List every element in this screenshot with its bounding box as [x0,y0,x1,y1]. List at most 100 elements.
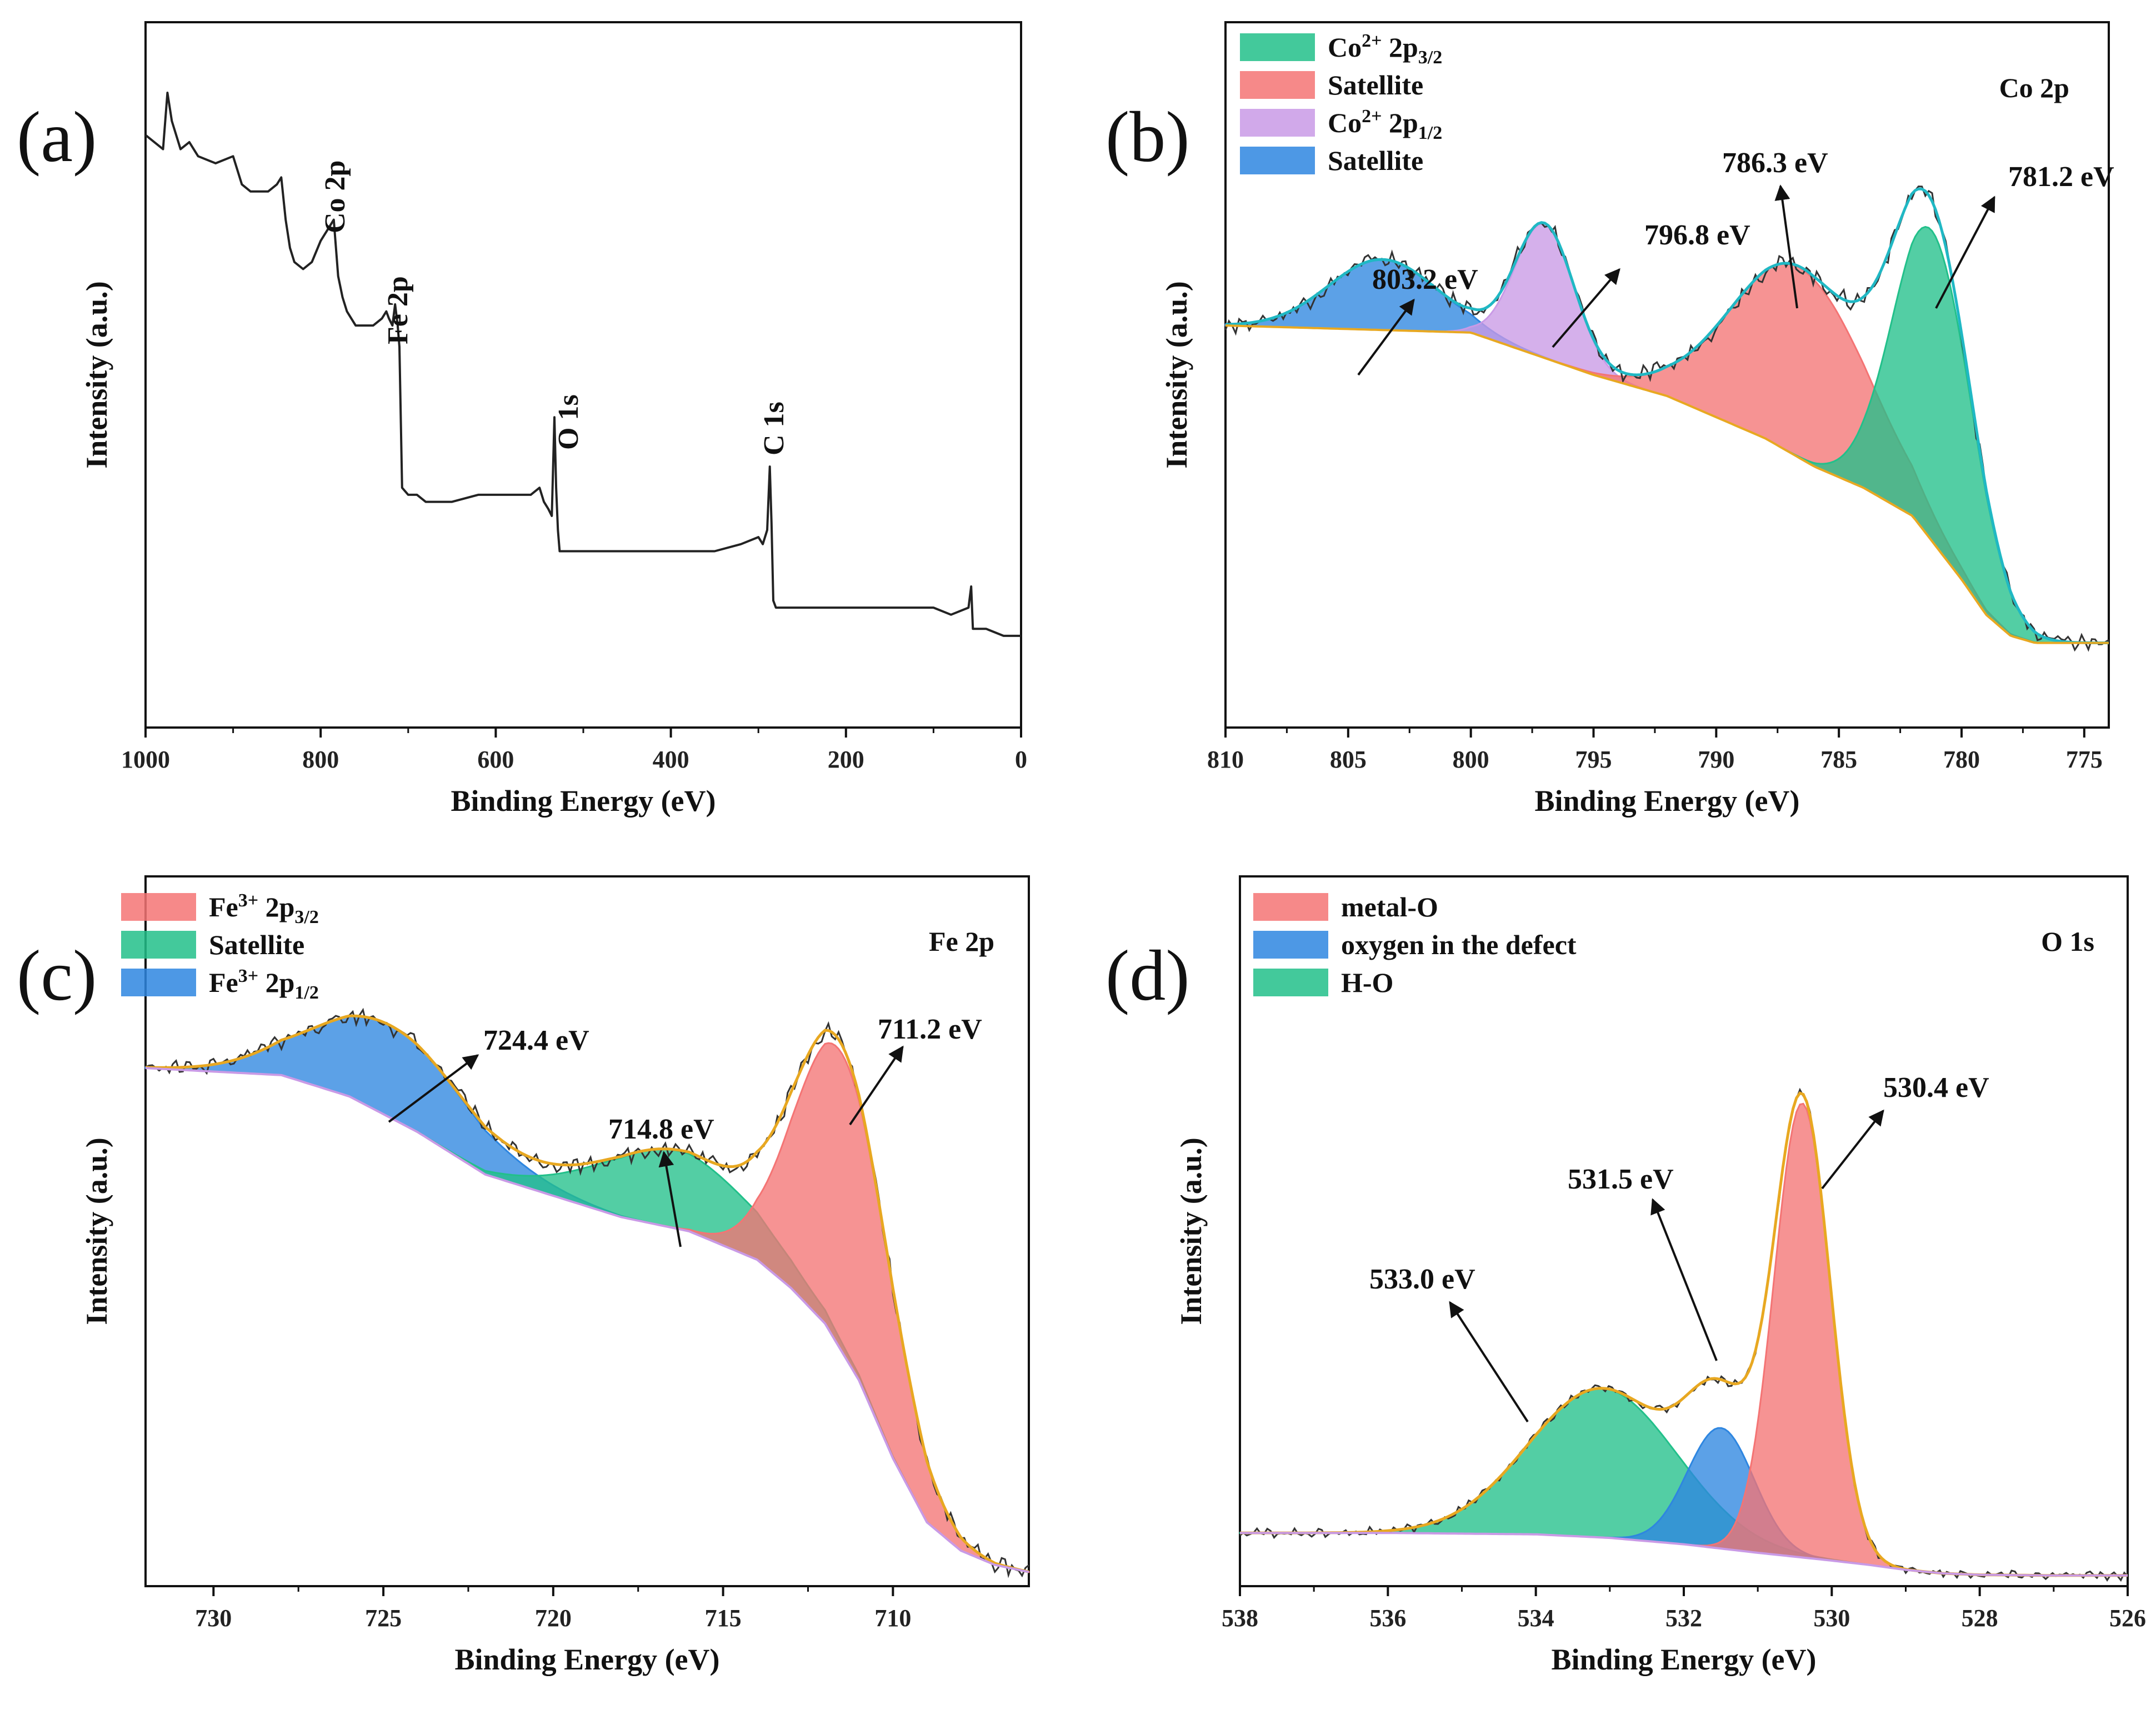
legend-label-sub: 1/2 [1418,123,1442,143]
legend-label-sup: 2+ [1362,31,1382,51]
legend-label-base: metal-O [1341,891,1438,922]
annotation-arrow [658,1151,682,1247]
legend-label-sub: 3/2 [294,907,318,927]
x-tick-label: 600 [477,746,514,773]
x-tick-label: 780 [1943,746,1980,773]
peak-annotation: 796.8 eV [1644,219,1750,251]
peak-annotation: 803.2 eV [1372,264,1478,295]
x-tick-label: 730 [195,1604,232,1632]
legend-swatch [121,931,196,959]
panel-label: (a) [17,97,97,177]
x-tick-label: 785 [1820,746,1857,773]
annotation-arrow [1935,195,1995,309]
x-tick-label: 528 [1962,1604,1998,1632]
peak-label-co-2p: Co 2p [319,161,351,233]
legend-swatch [1240,109,1315,137]
peak-annotation: 724.4 eV [483,1025,589,1056]
legend-label-base: H-O [1341,967,1393,998]
y-axis-label: Intensity (a.u.) [1160,281,1193,469]
legend-label-sup: 3+ [238,966,258,986]
survey-spectrum-line [144,92,1021,637]
legend-label-base: Co [1328,32,1362,63]
annotation-arrow [1449,1301,1529,1423]
x-axis-label: Binding Energy (eV) [1551,1643,1816,1676]
peak-annotation: 781.2 eV [2008,161,2114,193]
background-line [145,1067,1029,1573]
x-tick-label: 775 [2066,746,2103,773]
legend-label-main: 2p [258,891,294,922]
peak-annotation: 714.8 eV [608,1114,714,1145]
legend-swatch [121,893,196,921]
fit-envelope-line [1225,187,2109,645]
x-tick-label: 715 [705,1604,742,1632]
panel-d: (d) 538 536 534 532 530 528 526 Binding Energy (… [1105,875,2146,1676]
legend-swatch [121,969,196,996]
x-axis-label: Binding Energy (eV) [451,784,716,818]
x-tick-label: 1000 [121,746,170,773]
legend-label: Fe3+ 2p3/2 [209,890,319,927]
plot-frame [1224,21,2110,729]
panel-label: (b) [1105,97,1190,177]
peak-annotation: 531.5 eV [1568,1164,1674,1195]
legend-label-base: Fe [209,891,238,922]
plot-frame [144,21,1022,729]
x-tick-label: 710 [874,1604,911,1632]
peak-label-o-1s: O 1s [553,394,584,450]
x-tick-label: 400 [653,746,689,773]
x-tick-label: 530 [1813,1604,1850,1632]
legend: metal-O oxygen in the defect H-O [1253,891,1577,998]
annotation-arrow [1821,1109,1884,1190]
annotation-arrow [1774,184,1798,309]
panel-title: Fe 2p [929,926,994,957]
x-tick-label: 810 [1207,746,1244,773]
fit-peak-1 [1240,1427,2128,1577]
raw-data-line [145,1007,1029,1578]
legend-label: H-O [1341,967,1393,998]
panel-title: O 1s [2041,926,2094,957]
x-tick-label: 720 [535,1604,572,1632]
x-axis-label: Binding Energy (eV) [1534,784,1799,818]
y-axis-label: Intensity (a.u.) [80,281,113,469]
legend-label-main: 2p [258,967,294,998]
x-tick-label: 536 [1369,1604,1406,1632]
annotation-arrow [388,1054,479,1123]
y-axis-label: Intensity (a.u.) [80,1137,113,1325]
legend-swatch [1253,931,1328,959]
legend-label-sup: 3+ [238,890,258,911]
annotation-arrow [1357,298,1415,376]
peak-annotation: 711.2 eV [878,1014,982,1045]
x-tick-label: 800 [302,746,339,773]
legend-label: Fe3+ 2p1/2 [209,966,319,1003]
legend-label-base: Satellite [1328,69,1423,101]
background-line [1225,324,2109,644]
background-line [1240,1532,2128,1577]
x-tick-label: 800 [1453,746,1489,773]
y-axis-label: Intensity (a.u.) [1174,1137,1208,1325]
x-tick-label: 532 [1665,1604,1702,1632]
peak-label-fe-2p: Fe 2p [382,276,414,344]
legend-label: Co2+ 2p3/2 [1328,31,1442,68]
annotation-arrow [849,1045,904,1126]
legend-label: metal-O [1341,891,1438,922]
panel-title: Co 2p [1999,72,2069,103]
legend-label: Satellite [1328,69,1423,101]
legend-label-main: 2p [1382,107,1418,138]
fit-envelope-line [145,1014,1029,1573]
legend-label: oxygen in the defect [1341,929,1577,960]
legend-label-sup: 2+ [1362,106,1382,127]
x-tick-label: 790 [1698,746,1734,773]
legend-label: Co2+ 2p1/2 [1328,106,1442,143]
legend-label-base: Co [1328,107,1362,138]
x-tick-label: 526 [2109,1604,2146,1632]
legend-label-base: oxygen in the defect [1341,929,1577,960]
legend-label-main: 2p [1382,32,1418,63]
legend-swatch [1240,71,1315,99]
x-tick-label: 805 [1330,746,1367,773]
legend-label-base: Satellite [1328,145,1423,176]
peak-annotation: 786.3 eV [1722,147,1828,179]
x-tick-label: 538 [1222,1604,1258,1632]
legend-label-base: Fe [209,967,238,998]
